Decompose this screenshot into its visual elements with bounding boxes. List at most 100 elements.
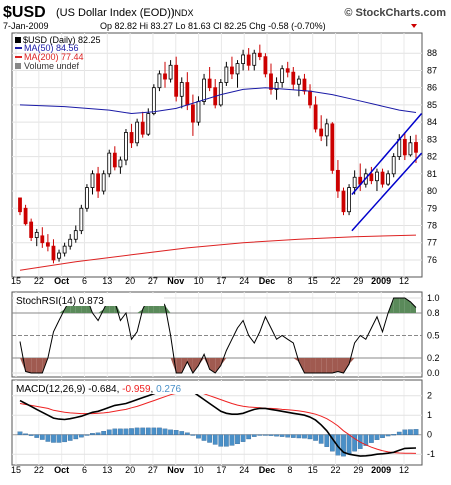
macd-tick-label: -1 (427, 449, 435, 459)
stoch-oversold-fill (326, 358, 333, 373)
macd-histogram-bar (56, 434, 62, 443)
candle-body (386, 173, 391, 185)
macd-histogram-bar (168, 429, 173, 435)
stoch-oversold-fill (321, 358, 327, 373)
candle-body (101, 173, 106, 192)
macd-histogram-bar (396, 431, 402, 435)
macd-histogram-bar (101, 431, 107, 435)
macd-histogram-bar (39, 434, 45, 440)
macd-histogram-bar (385, 434, 391, 437)
candle-body (29, 221, 34, 238)
macd-histogram-bar (134, 427, 140, 435)
price-tick-label: 88 (427, 48, 437, 58)
candle-body (90, 173, 95, 188)
x-tick-label: 13 (102, 465, 112, 475)
x-tick-label: 12 (399, 276, 409, 286)
macd-histogram-bar (251, 434, 257, 437)
price-tick-label: 79 (427, 203, 437, 213)
stoch-tick-label: 0.8 (427, 308, 440, 318)
x-tick-label: 15 (308, 276, 318, 286)
stoch-tick-label: 0.5 (427, 331, 440, 341)
candle-body (324, 123, 329, 137)
stoch-oversold-fill (220, 358, 227, 366)
macd-histogram-bar (129, 428, 134, 435)
macd-histogram-bar (274, 434, 279, 437)
stoch-oversold-fill (315, 358, 322, 373)
stoch-oversold-fill (25, 358, 32, 373)
exchange-label: INDX (172, 8, 194, 18)
macd-histogram-bar (84, 434, 90, 436)
macd-title: MACD(12,26,9) -0.684, -0.959, 0.276 (16, 384, 182, 395)
x-tick-label: 27 (148, 276, 158, 286)
macd-histogram-bar (318, 434, 324, 444)
macd-histogram-bar (313, 434, 318, 441)
candle-body (246, 54, 251, 66)
candle-body (341, 190, 346, 213)
macd-histogram-bar (212, 434, 218, 445)
macd-tick-label: 2 (427, 391, 432, 401)
macd-histogram-bar (380, 434, 385, 438)
candle-body (302, 78, 307, 92)
candle-body (96, 173, 100, 192)
x-tick-label: 15 (11, 276, 21, 286)
candle-body (57, 252, 61, 259)
legend-ma200: MA(200) 77.44 (24, 52, 84, 62)
macd-histogram-bar (95, 432, 101, 435)
macd-histogram-bar (408, 429, 413, 435)
candle-body (402, 138, 407, 156)
macd-histogram-bar (307, 434, 313, 440)
candle-body (40, 235, 45, 244)
price-tick-label: 81 (427, 169, 437, 179)
price-legend: $USD (Daily) 82.25 MA(50) 84.56 MA(200) … (15, 35, 101, 71)
macd-histogram-bar (67, 434, 73, 441)
candle-body (241, 54, 245, 64)
legend-price: $USD (Daily) 82.25 (23, 35, 101, 45)
macd-histogram-bar (173, 430, 179, 435)
macd-histogram-bar (45, 434, 51, 442)
x-tick-label: Nov (167, 465, 184, 475)
candle-body (257, 52, 262, 58)
candle-body (274, 82, 279, 90)
candle-body (285, 68, 290, 73)
candle-body (124, 132, 128, 161)
macd-histogram-bar (413, 429, 419, 435)
candle-body (308, 90, 312, 106)
candle-body (269, 73, 273, 90)
x-tick-label: 8 (287, 276, 292, 286)
x-tick-label: 13 (102, 276, 112, 286)
candle-body (280, 68, 285, 83)
stoch-title: StochRSI(14) 0.873 (16, 296, 104, 307)
macd-histogram-bar (374, 434, 380, 440)
macd-histogram-bar (17, 431, 23, 435)
candle-body (34, 231, 39, 238)
candle-body (73, 230, 78, 240)
x-tick-label: 2009 (371, 276, 391, 286)
symbol-title: $USD (3, 4, 46, 21)
stoch-oversold-fill (293, 358, 299, 362)
candle-body (252, 52, 257, 66)
candle-body (202, 78, 206, 102)
macd-histogram-bar (369, 434, 374, 443)
macd-histogram-bar (246, 434, 252, 440)
candle-body (319, 128, 324, 137)
candle-body (414, 142, 418, 153)
macd-histogram-bar (207, 434, 212, 443)
macd-histogram-bar (224, 434, 229, 447)
candle-body (224, 66, 229, 83)
candle-body (45, 242, 50, 247)
stoch-title-bg (14, 294, 164, 306)
candle-body (291, 71, 296, 85)
macd-tick-label: 0 (427, 430, 432, 440)
x-tick-label: 15 (308, 465, 318, 475)
macd-histogram-bar (324, 434, 330, 447)
candle-body (380, 171, 385, 185)
macd-histogram-bar (263, 434, 268, 436)
macd-histogram-bar (346, 434, 352, 455)
candle-body (174, 64, 179, 97)
x-tick-label: 8 (287, 465, 292, 475)
candle-body (196, 101, 201, 123)
candle-body (191, 104, 195, 123)
macd-histogram-bar (151, 427, 157, 435)
stoch-oversold-fill (304, 358, 311, 373)
macd-line (19, 388, 417, 457)
